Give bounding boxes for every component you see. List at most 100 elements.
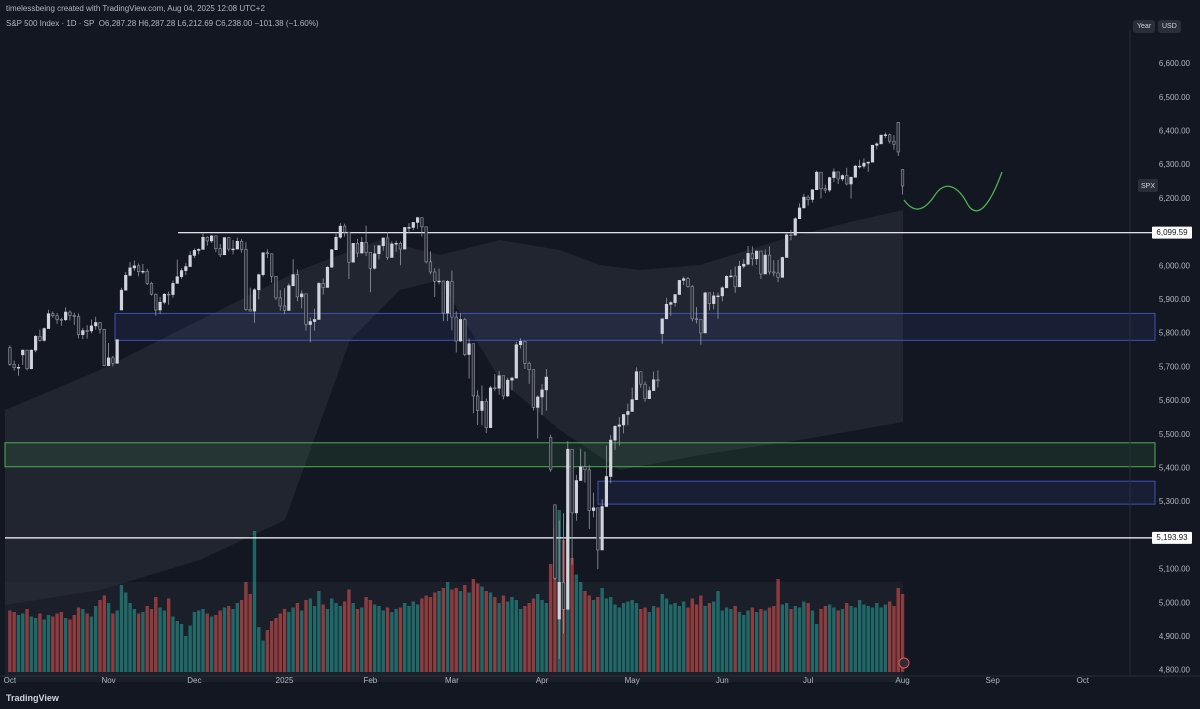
y-tick-label: 6,600.00 [1159,59,1191,68]
volume-bar [209,616,214,672]
candle-body [484,401,488,428]
volume-bar [269,621,274,672]
candle-body [694,318,699,320]
candle-body [561,582,566,610]
volume-bar [398,607,403,672]
volume-bar [548,564,553,672]
candle-body [506,379,510,397]
candle-body [690,286,694,320]
volume-bar [351,603,355,672]
volume-bar [188,625,192,672]
event-icon[interactable] [898,657,910,669]
volume-bar [501,595,506,672]
volume-bar [870,607,875,672]
candle-body [420,217,424,228]
candle-body [119,289,124,311]
projection-path [903,171,1003,212]
candle-body [875,143,879,146]
volume-bar [321,604,325,672]
x-tick-label: Mar [445,676,459,685]
y-tick-label: 5,900.00 [1159,295,1191,304]
volume-bar [304,600,308,672]
currency-button[interactable]: USD [1158,20,1181,33]
candle-body [394,243,398,245]
candle-body [729,275,733,278]
candle-body [669,302,673,305]
volume-bar [518,609,523,672]
volume-bar [347,589,351,672]
symbol-info: S&P 500 Index · 1D · SP O6,287.28 H6,287… [6,19,319,28]
range-button[interactable]: Year [1133,20,1156,33]
volume-bar [703,606,707,672]
volume-bar [218,610,222,672]
volume-bar [235,603,240,672]
candle-body [192,250,197,256]
volume-bar [377,606,381,672]
candle-body [124,275,128,291]
candle-body [579,466,583,481]
candle-body [248,309,252,312]
candle-body [660,318,664,334]
volume-bar [94,606,98,672]
y-tick-label: 5,000.00 [1159,598,1191,607]
volume-bar [724,607,729,672]
candle-body [523,341,527,364]
volume-bar [450,589,454,672]
candle-body [385,237,390,258]
candle-body [214,235,218,250]
volume-bar [669,604,673,672]
candle-body [240,240,244,250]
volume-bar [776,579,780,672]
volume-bar [596,597,600,672]
volume-bar [317,591,321,672]
y-tick-label: 4,900.00 [1159,632,1191,641]
volume-bar [38,613,42,672]
volume-bar [368,600,373,672]
volume-bar [617,607,621,672]
candle-body [888,134,892,142]
volume-bar [149,609,154,672]
candle-body [231,248,235,251]
volume-bar [231,609,235,672]
volume-bar [291,607,295,672]
candle-body [188,255,192,267]
candle-body [686,278,690,287]
volume-bar [789,609,793,672]
zone [114,312,1156,341]
candle-body [102,328,106,366]
candle-body [291,274,295,287]
candle-body [853,165,857,178]
ohlc: O6,287.28 H6,287.28 L6,212.69 C6,238.00 … [98,19,319,28]
volume-bar [128,603,132,672]
candle-body [235,240,239,250]
candle-body [493,387,497,389]
volume-bar [197,610,201,672]
volume-bar [630,600,634,672]
candle-body [840,175,845,180]
volume-bar [690,598,694,672]
candle-body [51,313,55,317]
volume-bar [407,606,411,672]
volume-bar [900,594,905,672]
candle-body [106,357,111,366]
indicator-cloud [5,210,903,605]
x-tick-label: 2025 [276,676,294,685]
candle-body [441,280,445,314]
candle-body [896,122,900,153]
y-tick-label: 5,300.00 [1159,497,1191,506]
candle-body [81,330,85,335]
volume-bar [295,603,300,672]
volume-bar [514,600,518,672]
candle-body [8,347,12,365]
credit: timelessbeing created with TradingView.c… [6,4,265,13]
volume-bar [145,606,149,672]
candle-body [454,316,458,342]
volume-bar [111,613,115,672]
volume-bar [342,601,347,672]
volume-bar [282,609,287,672]
candle-body [900,169,905,187]
volume-bar [664,598,669,672]
candle-body [621,414,626,426]
candle-body [278,297,282,307]
